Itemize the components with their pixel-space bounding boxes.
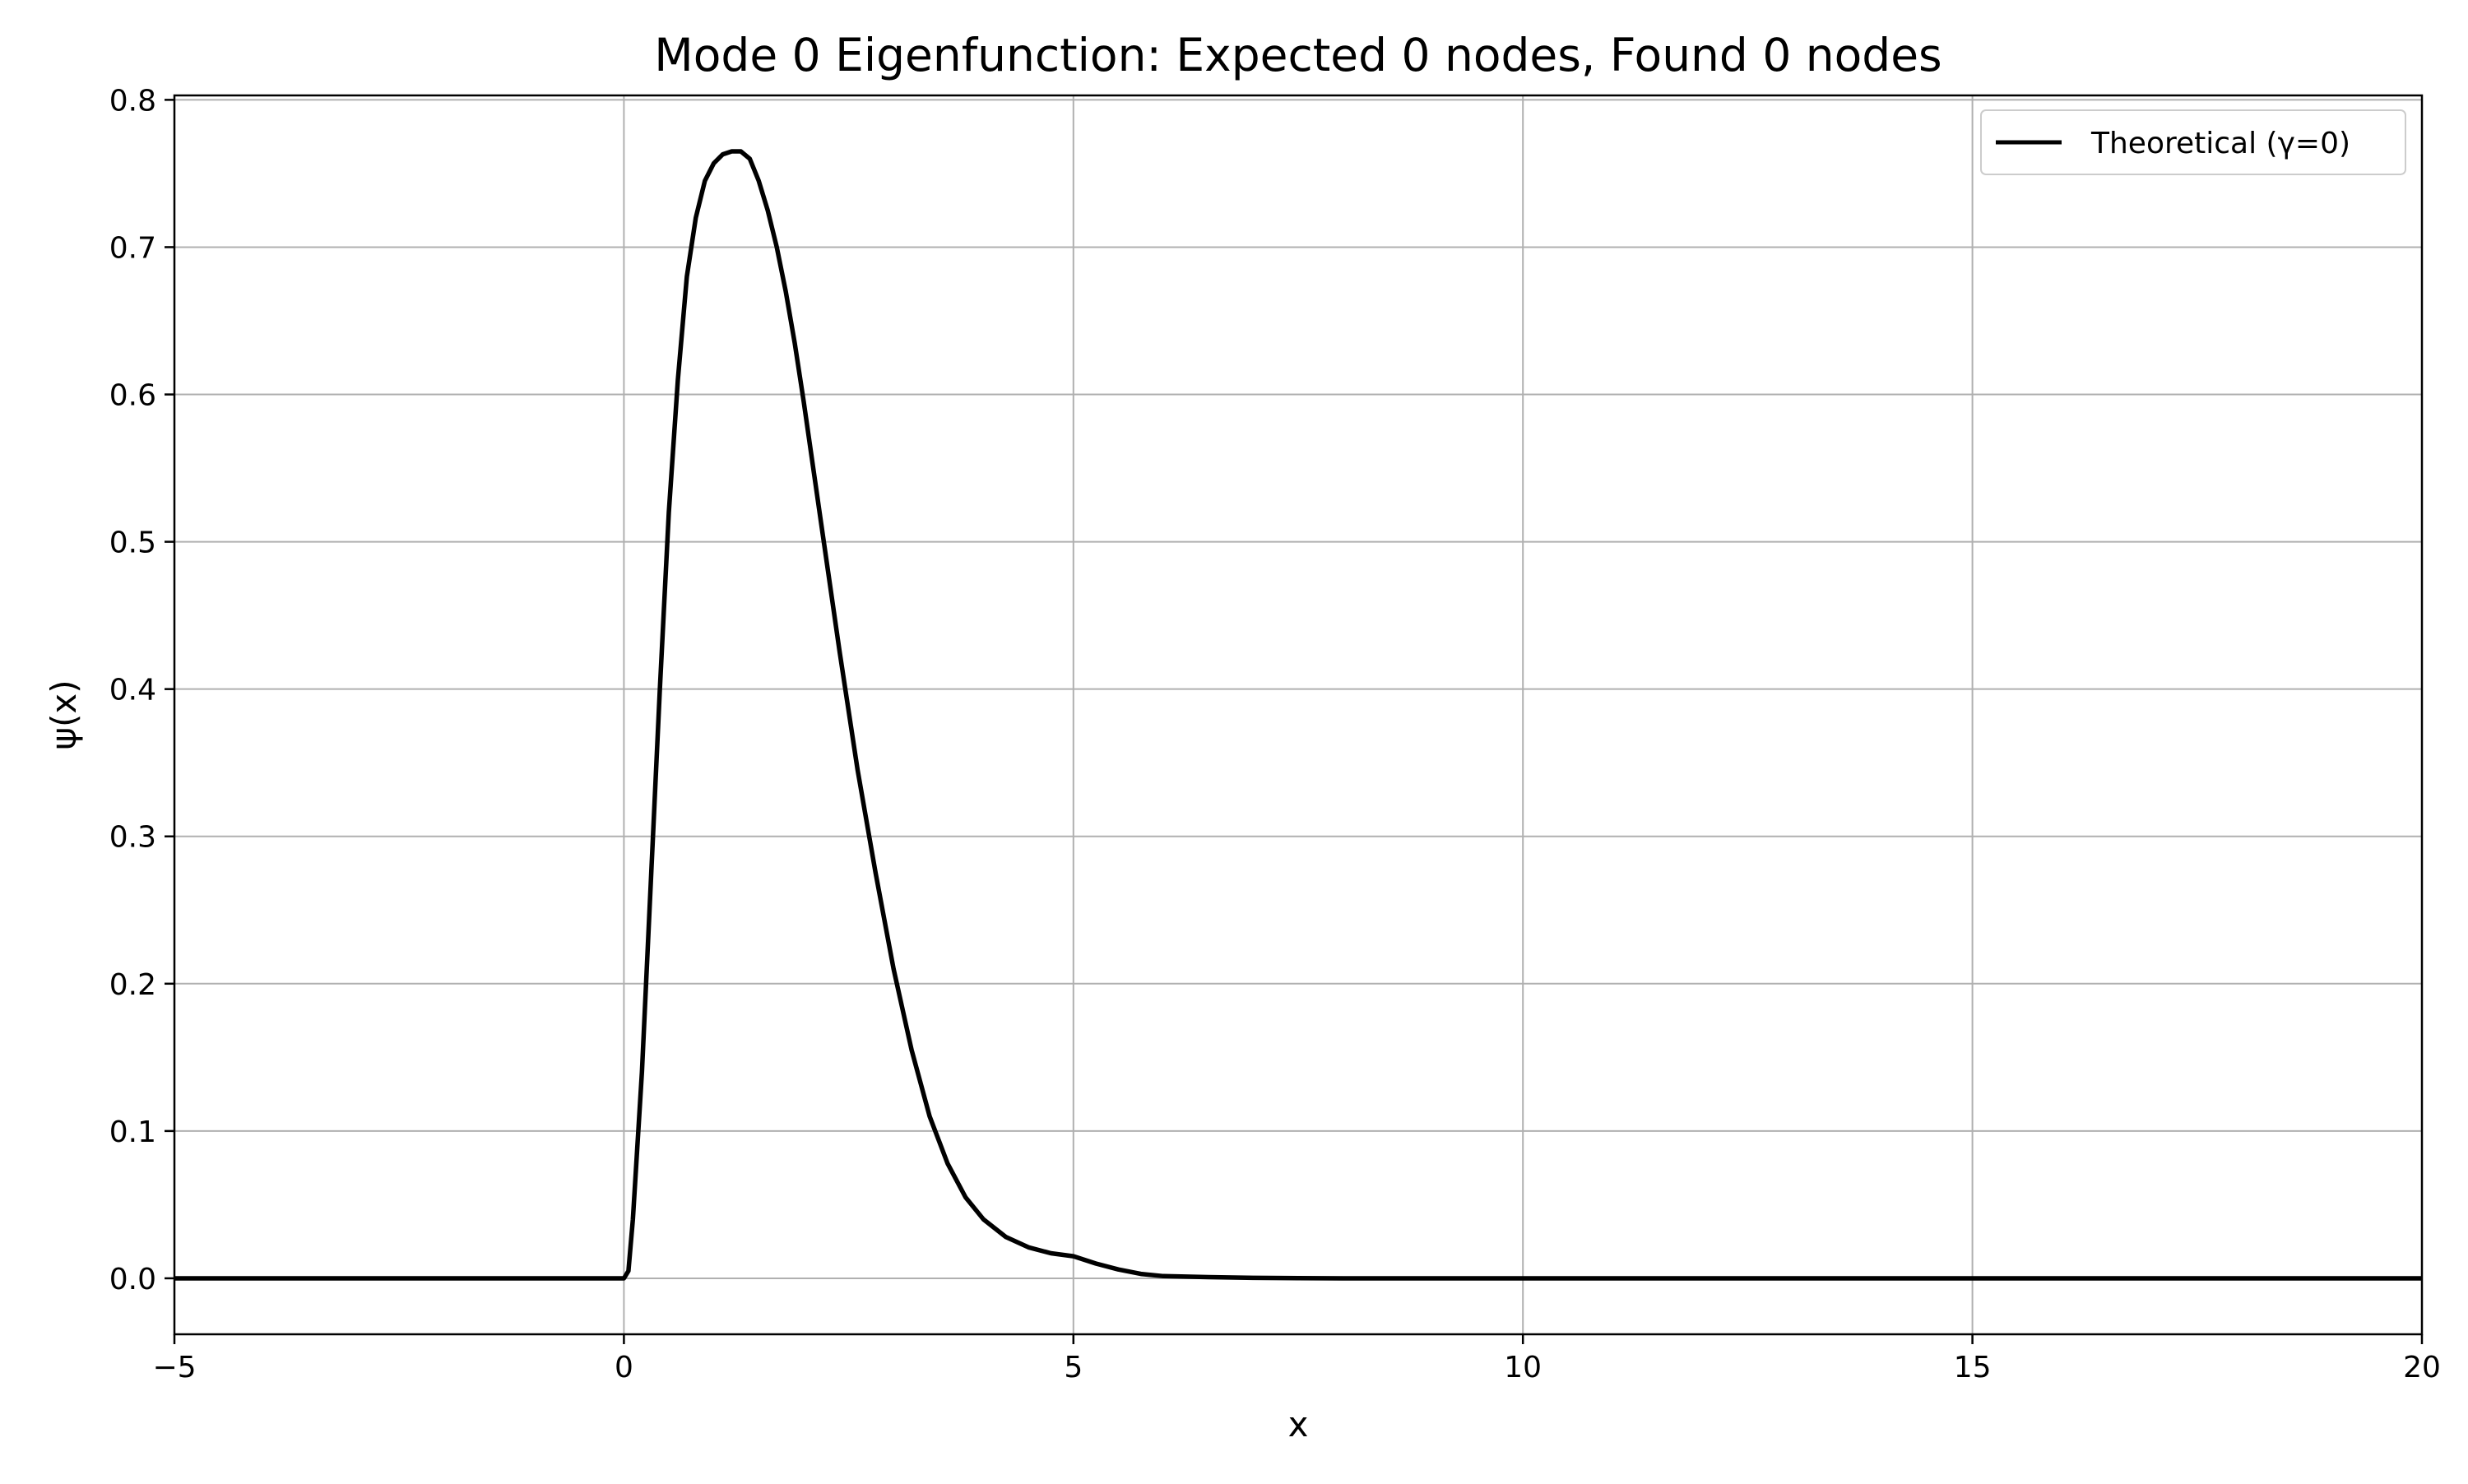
legend-box — [1980, 109, 2406, 175]
y-tick-label: 0.3 — [109, 821, 156, 855]
x-tick-label: 10 — [1504, 1351, 1542, 1384]
y-tick-label: 0.2 — [109, 968, 156, 1002]
axes-frame — [173, 94, 2424, 1336]
y-tick-label: 0.4 — [109, 674, 156, 707]
x-tick-label: 5 — [1064, 1351, 1083, 1384]
y-tick-label: 0.0 — [109, 1263, 156, 1296]
x-tick-label: −5 — [152, 1351, 196, 1384]
x-tick-label: 15 — [1954, 1351, 1992, 1384]
legend: Theoretical (γ=0) — [1980, 109, 2406, 175]
x-tick-label: 0 — [615, 1351, 633, 1384]
x-tick-label: 20 — [2403, 1351, 2441, 1384]
y-axis-ticks: 0.0 0.1 0.2 0.3 0.4 0.5 0.6 0.7 0.8 — [109, 84, 174, 1296]
x-axis-label: x — [1288, 1404, 1309, 1445]
y-tick-label: 0.5 — [109, 526, 156, 560]
chart-title: Mode 0 Eigenfunction: Expected 0 nodes, … — [654, 29, 1941, 81]
plot-area — [174, 149, 2422, 1281]
y-tick-label: 0.6 — [109, 379, 156, 413]
series-line-theoretical — [174, 149, 2422, 1281]
y-tick-label: 0.1 — [109, 1115, 156, 1149]
y-tick-label: 0.7 — [109, 231, 156, 265]
legend-label-theoretical: Theoretical (γ=0) — [2090, 127, 2350, 160]
y-axis-label: ψ(x) — [44, 679, 84, 749]
y-tick-label: 0.8 — [109, 84, 156, 118]
x-axis-ticks: −5 0 5 10 15 20 — [152, 1334, 2441, 1384]
